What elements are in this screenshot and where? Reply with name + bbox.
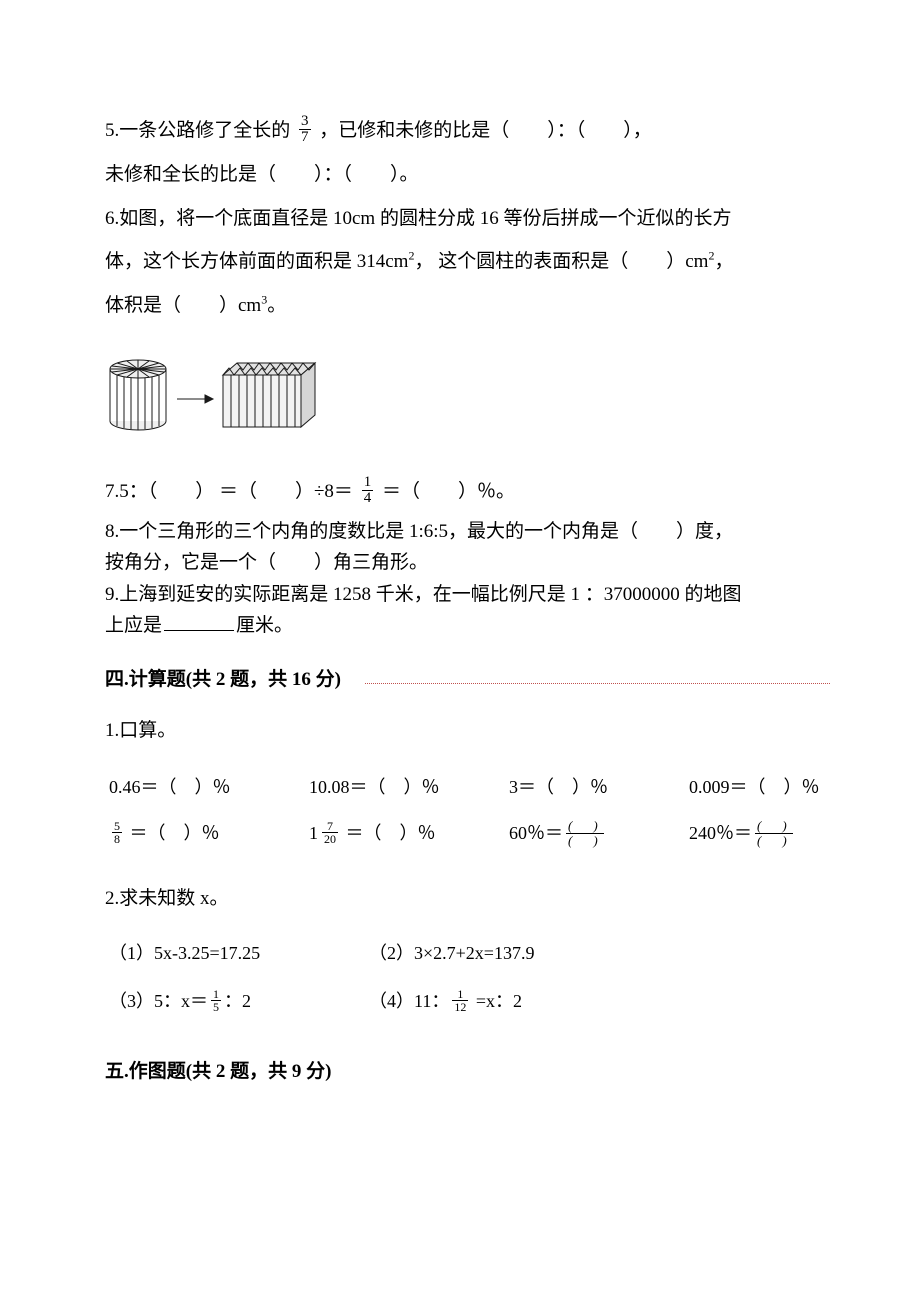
q7-a: 7.5：（ ） ＝（ ）÷8＝ (105, 481, 353, 502)
frac-num: 3 (299, 114, 311, 130)
mixed-fraction: 1 7 20 (309, 815, 341, 855)
calc-pre: 60％＝ (509, 823, 563, 843)
sec4-q1-title: 1.口算。 (105, 710, 820, 752)
eq-cell: （1）5x-3.25=17.25 (109, 934, 369, 974)
q6-l2a: 体，这个长方体前面的面积是 314cm (105, 251, 408, 272)
calc-cell: 60％＝( )( ) (509, 814, 689, 855)
frac-den: 12 (452, 1001, 468, 1013)
calc-cell: 1 7 20 ＝（ ）％ (309, 814, 509, 855)
q8-l1: 8.一个三角形的三个内角的度数比是 1:6:5，最大的一个内角是（ ）度， (105, 517, 820, 546)
calc-grid: 0.46＝（ ）％ 10.08＝（ ）％ 3＝（ ）％ 0.009＝（ ）％ 5… (109, 768, 820, 854)
q6-l2b: ， 这个圆柱的表面积是（ ）cm (414, 251, 708, 272)
sec4-q2-title: 2.求未知数 x。 (105, 878, 820, 920)
paren-num: ( ) (566, 819, 604, 834)
calc-cell: 10.08＝（ ）％ (309, 768, 509, 808)
calc-cell: 3＝（ ）％ (509, 768, 689, 808)
frac-den: 7 (299, 130, 311, 145)
figure-svg (105, 355, 320, 435)
eq4-a: （4）11： (369, 991, 449, 1011)
question-5: 5.一条公路修了全长的 3 7 ，已修和未修的比是（ ）：（ ）， (105, 110, 820, 152)
paren-fraction: ( )( ) (755, 819, 793, 849)
q7-b: ＝（ ）％。 (382, 481, 515, 502)
fraction-7-20: 7 20 (322, 820, 338, 845)
calc-cell: 240％＝( )( ) (689, 814, 869, 855)
calc-rest: ＝（ ）％ (125, 823, 220, 843)
frac-den: 5 (211, 1001, 221, 1013)
calc-rest: ＝（ ）％ (341, 823, 436, 843)
fraction-1-4: 1 4 (362, 475, 374, 506)
eq4-b: =x：2 (471, 991, 522, 1011)
section-4-title: 四.计算题(共 2 题，共 16 分) (105, 659, 820, 701)
calc-cell: 0.009＝（ ）％ (689, 768, 869, 808)
fraction-5-8: 5 8 (112, 820, 122, 845)
eq3-b: ：2 (224, 991, 251, 1011)
frac-den: 4 (362, 491, 374, 506)
q9-l1: 9.上海到延安的实际距离是 1258 千米，在一幅比例尺是 1 ：3700000… (105, 580, 820, 609)
fraction-1-5: 15 (211, 988, 221, 1013)
cylinder-to-cuboid-figure (105, 355, 820, 435)
calc-cell: 5 8 ＝（ ）％ (109, 814, 309, 855)
q6-l3b: 。 (267, 295, 286, 316)
paren-den: ( ) (566, 834, 604, 848)
eq-cell: （3）5：x＝15：2 (109, 982, 369, 1022)
q6-l2c: ， (714, 251, 733, 272)
calc-cell: 0.46＝（ ）％ (109, 768, 309, 808)
blank-line (164, 611, 234, 631)
calc-pre: 240％＝ (689, 823, 752, 843)
paren-den: ( ) (755, 834, 793, 848)
q9-post: 厘米。 (236, 615, 293, 636)
q5-mid1: ，已修和未修的比是（ ）：（ ）， (319, 120, 652, 141)
fraction-1-12: 112 (452, 988, 468, 1013)
eq-cell: （4）11：112 =x：2 (369, 982, 669, 1022)
q9-l2: 上应是 厘米。 (105, 611, 820, 640)
q8-l2: 按角分，它是一个（ ）角三角形。 (105, 548, 820, 577)
q6-line2: 体，这个长方体前面的面积是 314cm2， 这个圆柱的表面积是（ ）cm2， (105, 241, 820, 283)
frac-den: 8 (112, 833, 122, 845)
question-7: 7.5：（ ） ＝（ ）÷8＝ 1 4 ＝（ ）％。 (105, 471, 820, 513)
eq-grid: （1）5x-3.25=17.25 （2）3×2.7+2x=137.9 （3）5：… (109, 934, 820, 1021)
q6-l3a: 体积是（ ）cm (105, 295, 261, 316)
q9-pre: 上应是 (105, 615, 162, 636)
frac-num: 1 (362, 475, 374, 491)
paren-fraction: ( )( ) (566, 819, 604, 849)
q5-prefix: 5.一条公路修了全长的 (105, 120, 290, 141)
fraction-3-7: 3 7 (299, 114, 311, 145)
frac-den: 20 (322, 833, 338, 845)
q5-line2: 未修和全长的比是（ ）：（ ）。 (105, 154, 820, 196)
mf-whole: 1 (309, 814, 318, 854)
section-5-title: 五.作图题(共 2 题，共 9 分) (105, 1051, 820, 1093)
q6-line1: 6.如图，将一个底面直径是 10cm 的圆柱分成 16 等份后拼成一个近似的长方 (105, 198, 820, 240)
paren-num: ( ) (755, 819, 793, 834)
eq-cell: （2）3×2.7+2x=137.9 (369, 934, 669, 974)
q6-line3: 体积是（ ）cm3。 (105, 285, 820, 327)
eq3-a: （3）5：x＝ (109, 991, 208, 1011)
